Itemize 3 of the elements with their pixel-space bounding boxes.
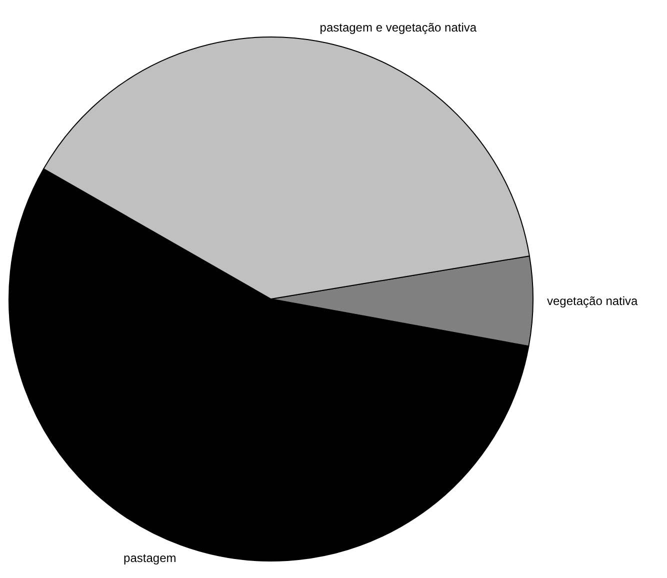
slice-label: pastagem — [124, 551, 176, 566]
slice-label: vegetação nativa — [546, 294, 638, 308]
slice-label: pastagem e vegetação nativa — [320, 20, 477, 34]
